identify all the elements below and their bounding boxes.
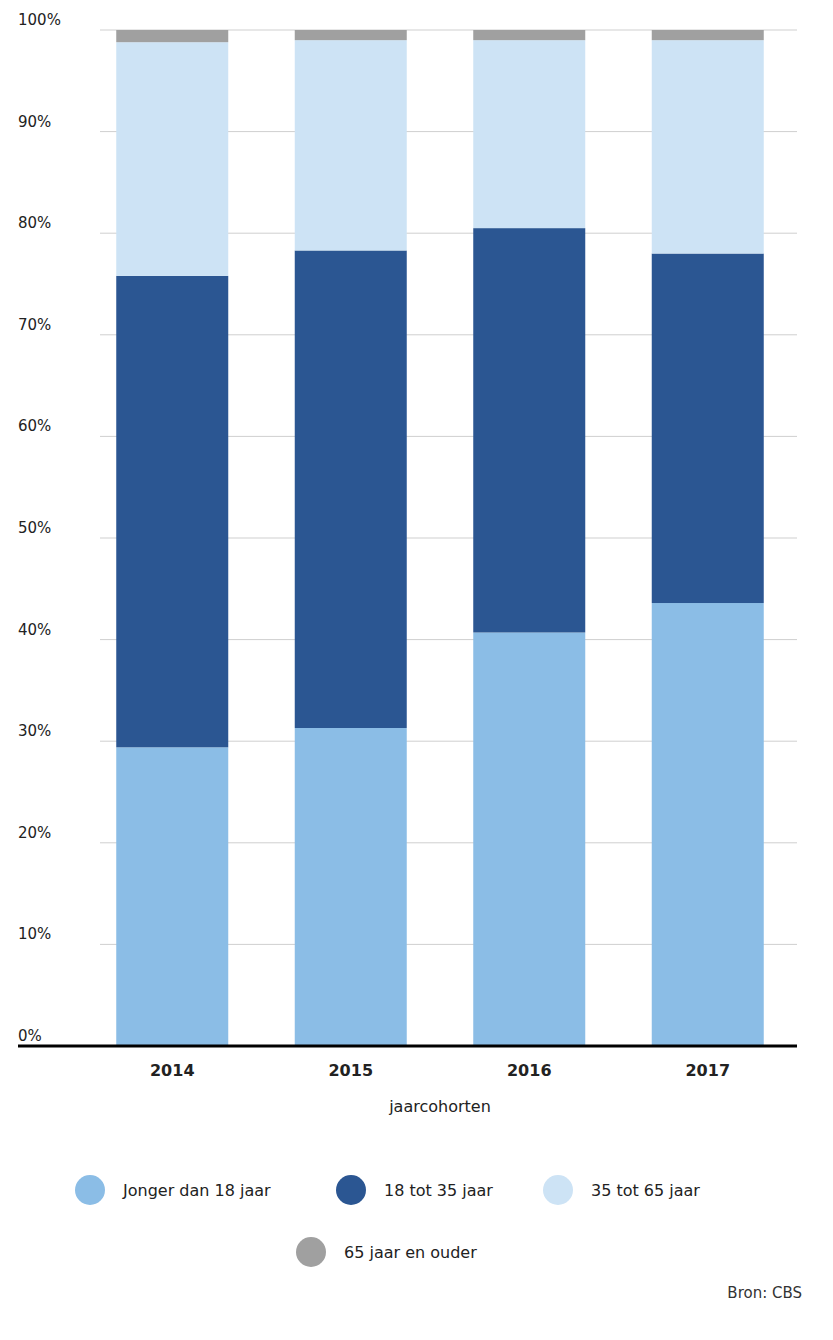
y-tick-label: 70% [18,316,51,334]
bar [473,228,585,632]
x-tick-label: 2016 [507,1061,552,1080]
y-tick-label: 60% [18,417,51,435]
legend-label: 35 tot 65 jaar [591,1181,700,1200]
legend-swatch [296,1237,326,1267]
bar [473,30,585,40]
y-tick-label: 90% [18,113,51,131]
y-tick-label: 100% [18,11,61,29]
legend-label: 18 tot 35 jaar [384,1181,493,1200]
chart: 0% 10% 20% 30% 40% 50% 60% 70% 80% 90% 100% 2014 201… [0,0,833,1340]
source: Bron: CBS [727,1284,802,1302]
bar [116,747,228,1046]
x-axis-label: jaarcohorten [388,1097,491,1116]
y-tick-label: 30% [18,722,51,740]
legend-label: 65 jaar en ouder [344,1243,477,1262]
bar [473,40,585,228]
bar [295,40,407,250]
y-tick-label: 20% [18,824,51,842]
y-tick-label: 50% [18,519,51,537]
bar [116,42,228,276]
bar [295,30,407,40]
y-tick-label: 10% [18,925,51,943]
y-tick-label: 80% [18,214,51,232]
x-tick-label: 2017 [685,1061,730,1080]
bar [116,30,228,42]
legend-swatch [75,1175,105,1205]
bars [116,30,764,1046]
y-tick-label: 0% [18,1027,42,1045]
legend-swatch [336,1175,366,1205]
y-tick-label: 40% [18,621,51,639]
bar [116,276,228,747]
x-tick-label: 2014 [150,1061,195,1080]
bar [295,728,407,1046]
bar [652,254,764,604]
legend-swatch [543,1175,573,1205]
x-axis [18,1045,797,1048]
bar [295,250,407,728]
x-tick-label: 2015 [328,1061,373,1080]
bar [652,40,764,253]
legend-label: Jonger dan 18 jaar [122,1181,271,1200]
bar [652,603,764,1046]
bar [473,632,585,1046]
bar [652,30,764,40]
